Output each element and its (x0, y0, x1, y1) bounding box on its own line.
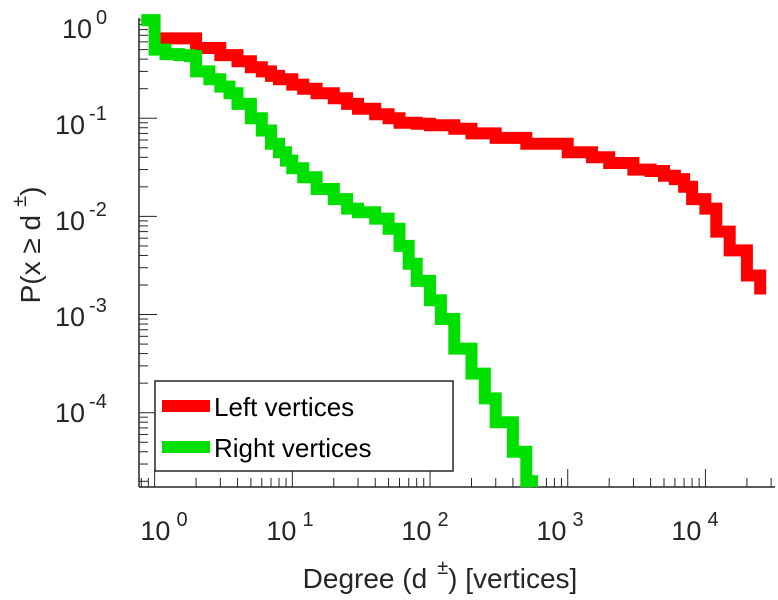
legend-label-left: Left vertices (214, 392, 354, 422)
series-line-left-vertices (154, 32, 767, 295)
x-tick-labels: 10 0 10 1 10 2 10 3 10 4 (140, 509, 718, 546)
x-axis-label: Degree (d ±) [vertices] (303, 557, 578, 594)
x-tick-label: 10 0 (140, 509, 187, 546)
series-layer (141, 14, 767, 488)
x-tick-label: 10 1 (266, 509, 313, 546)
minor-ticks (139, 24, 772, 487)
y-tick-label: 10 -1 (55, 103, 107, 140)
legend: Left vertices Right vertices (154, 380, 454, 472)
y-axis-label: P(x ≥ d±) (9, 187, 46, 304)
legend-label-right: Right vertices (214, 433, 372, 463)
y-tick-label: 10 0 (62, 7, 107, 44)
y-tick-labels: 10 0 10 -1 10 -2 10 -3 10 -4 (55, 7, 107, 428)
legend-box (154, 380, 454, 472)
y-tick-label: 10 -3 (55, 295, 107, 332)
x-tick-label: 10 2 (401, 509, 448, 546)
y-tick-label: 10 -2 (55, 199, 107, 236)
y-tick-label: 10 -4 (55, 391, 107, 428)
x-tick-label: 10 4 (671, 509, 718, 546)
series-line-right-vertices (141, 14, 538, 488)
x-tick-label: 10 3 (536, 509, 583, 546)
